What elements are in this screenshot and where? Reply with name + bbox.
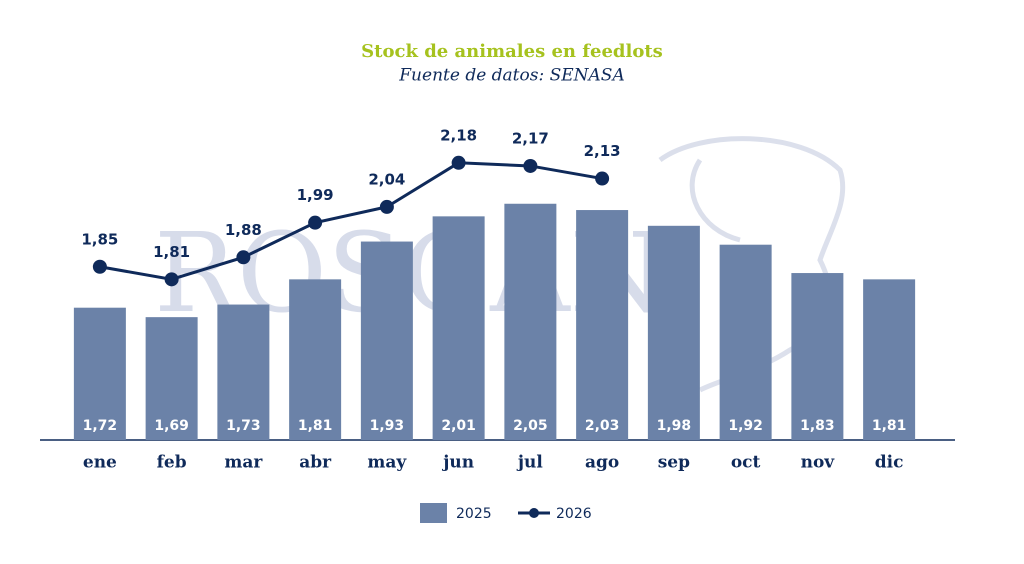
bar-label: 1,81 (298, 418, 333, 434)
chart-title: Stock de animales en feedlots (361, 41, 663, 62)
bar-label: 1,83 (800, 418, 835, 434)
x-tick-label: ago (585, 453, 619, 473)
legend-label: 2025 (456, 506, 492, 522)
bar (791, 273, 844, 440)
bar (647, 225, 700, 440)
point-label: 2,17 (512, 129, 549, 147)
x-tick-label: sep (658, 453, 690, 473)
line-point (379, 199, 394, 214)
point-label: 1,99 (297, 186, 334, 204)
x-tick-label: feb (157, 453, 187, 473)
point-label: 2,04 (368, 170, 405, 188)
line-point (92, 259, 107, 274)
bar-label: 1,93 (370, 418, 405, 434)
bar (145, 317, 198, 440)
x-tick-label: nov (801, 453, 836, 473)
x-tick-label: may (367, 453, 407, 473)
bar-label: 1,73 (226, 418, 261, 434)
bar (504, 203, 557, 440)
line-point (523, 158, 538, 173)
bar (217, 304, 270, 440)
point-label: 2,13 (584, 142, 621, 160)
bar-label: 1,81 (872, 418, 907, 434)
bar (360, 241, 413, 440)
bar (432, 216, 485, 440)
point-label: 1,85 (81, 230, 118, 248)
x-tick-label: ene (83, 453, 117, 473)
x-tick-label: jul (516, 453, 544, 473)
line-point (308, 215, 323, 230)
bar-label: 1,72 (83, 418, 118, 434)
bar-label: 2,03 (585, 418, 620, 434)
legend-label: 2026 (556, 506, 592, 522)
chart-subtitle: Fuente de datos: SENASA (398, 66, 624, 86)
cow-outline (658, 136, 846, 393)
line-point (595, 171, 610, 186)
bar-label: 1,69 (154, 418, 189, 434)
x-tick-label: abr (299, 453, 332, 473)
bar (863, 279, 916, 440)
point-label: 1,81 (153, 243, 190, 261)
line-point (164, 272, 179, 287)
point-label: 2,18 (440, 126, 477, 144)
legend-marker (529, 508, 539, 518)
bar (576, 210, 629, 440)
line (99, 161, 603, 281)
line-point (451, 155, 466, 170)
legend-swatch (420, 503, 447, 523)
bar (719, 244, 772, 440)
x-tick-label: jun (441, 453, 474, 473)
x-tick-label: oct (731, 453, 761, 473)
bar-label: 2,05 (513, 418, 548, 434)
bar (289, 279, 342, 440)
x-tick-label: dic (875, 453, 904, 473)
bar-label: 1,92 (728, 418, 763, 434)
bar-label: 2,01 (441, 418, 476, 434)
line-point (236, 250, 251, 265)
bar-label: 1,98 (657, 418, 692, 434)
bar (73, 307, 126, 440)
x-tick-label: mar (224, 453, 263, 473)
point-label: 1,88 (225, 221, 262, 239)
